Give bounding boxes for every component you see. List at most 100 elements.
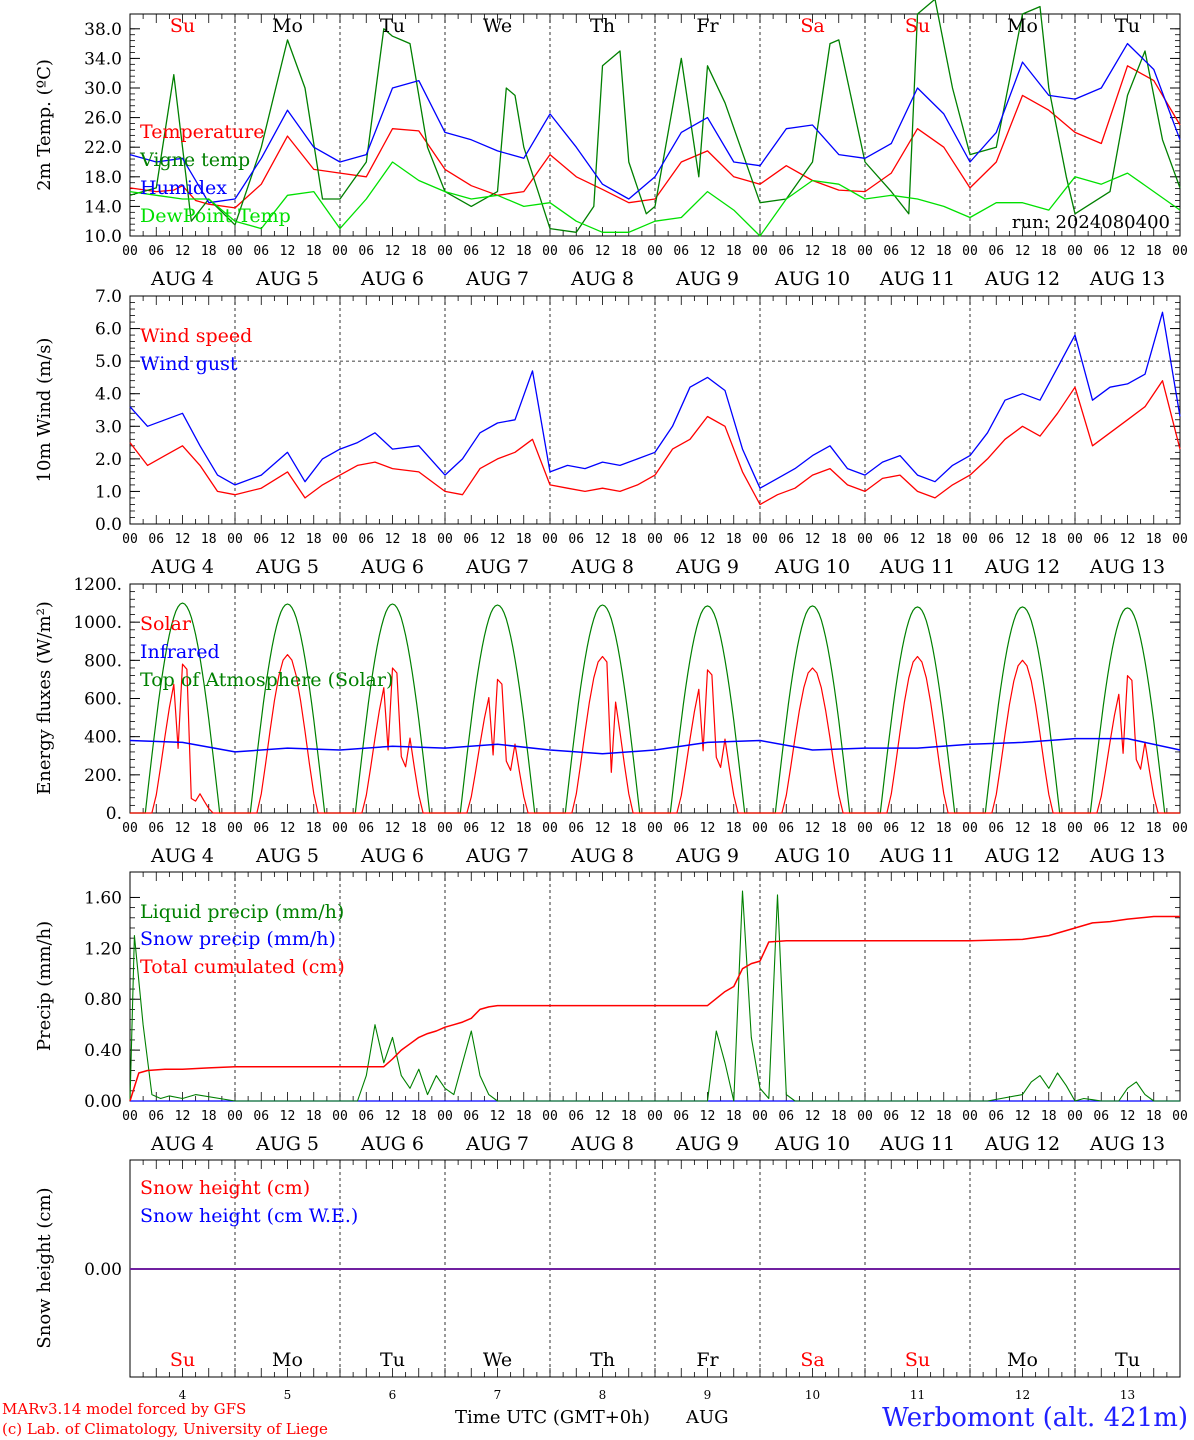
run-annotation: run: 2024080400 (1012, 212, 1170, 233)
date-label: AUG 5 (255, 556, 319, 578)
legend-entry: Temperature (140, 121, 264, 143)
hour-tick-label: 00 (647, 1109, 663, 1124)
hour-tick-label: 00 (752, 1109, 768, 1124)
model-credit: MARv3.14 model forced by GFS (2, 1400, 246, 1418)
hour-tick-label: 12 (175, 821, 191, 836)
date-label: AUG 11 (879, 845, 955, 867)
date-label: AUG 9 (675, 556, 739, 578)
snow-panel: 0.00 Snow height (cm) Snow height (cm) Snow… (34, 1159, 1181, 1402)
hour-tick-label: 18 (726, 244, 742, 259)
weekday-label: Tu (380, 1349, 405, 1371)
hour-tick-label: 06 (988, 244, 1004, 259)
day-number-label: 12 (1015, 1388, 1030, 1402)
hour-tick-label: 00 (647, 532, 663, 547)
hour-tick-label: 18 (201, 244, 217, 259)
day-number-label: 11 (910, 1388, 925, 1402)
legend-entry: Wind gust (140, 353, 238, 375)
y-tick-label: 26.0 (84, 109, 122, 129)
hour-tick-label: 06 (778, 244, 794, 259)
y-tick-label: 1000. (73, 613, 122, 633)
hour-tick-label: 18 (936, 244, 952, 259)
hour-tick-label: 00 (857, 244, 873, 259)
weekday-label: Sa (800, 15, 824, 37)
y-tick-label: 4.0 (95, 385, 122, 405)
hour-tick-label: 00 (122, 244, 138, 259)
series-wind-speed (129, 380, 1181, 506)
hour-tick-label: 12 (175, 244, 191, 259)
date-label: AUG 8 (570, 556, 634, 578)
date-label: AUG 9 (675, 1133, 739, 1155)
hour-tick-label: 12 (385, 1109, 401, 1124)
date-label: AUG 9 (675, 268, 739, 290)
y-tick-label: 0.00 (84, 1260, 122, 1280)
date-label: AUG 7 (465, 268, 529, 290)
hour-tick-label: 18 (726, 821, 742, 836)
legend-entry: Snow height (cm W.E.) (140, 1205, 358, 1227)
date-label: AUG 7 (465, 845, 529, 867)
hour-tick-label: 18 (516, 244, 532, 259)
hour-tick-label: 00 (1172, 532, 1188, 547)
series-infrared (129, 737, 1181, 755)
date-label: AUG 6 (360, 1133, 424, 1155)
weekday-label: Mo (1007, 1349, 1038, 1371)
hour-tick-label: 06 (673, 1109, 689, 1124)
hour-tick-label: 12 (805, 532, 821, 547)
legend-entry: Vigne temp (139, 149, 250, 171)
date-label: AUG 10 (774, 845, 850, 867)
hour-tick-label: 00 (1067, 1109, 1083, 1124)
weekday-label: Tu (380, 15, 405, 37)
hour-tick-label: 12 (490, 1109, 506, 1124)
y-tick-label: 14.0 (84, 197, 122, 217)
month-label: AUG (685, 1407, 729, 1428)
weekday-label: Fr (696, 15, 719, 37)
hour-tick-label: 06 (778, 532, 794, 547)
hour-tick-label: 18 (726, 532, 742, 547)
x-axis-label: Time UTC (GMT+0h) (455, 1407, 650, 1428)
legend-entry: Wind speed (140, 325, 252, 347)
hour-tick-label: 06 (988, 821, 1004, 836)
energy-panel: 00 06 12 18 AUG 4 00 06 12 18 AUG 5 00 06 12 18 AUG 6 0… (34, 575, 1188, 867)
date-label: AUG 4 (150, 268, 214, 290)
hour-tick-label: 06 (568, 244, 584, 259)
hour-tick-label: 18 (411, 244, 427, 259)
date-label: AUG 4 (150, 845, 214, 867)
y-tick-label: 800. (84, 651, 122, 671)
hour-tick-label: 00 (437, 244, 453, 259)
weekday-label: We (483, 1349, 512, 1371)
hour-tick-label: 00 (857, 821, 873, 836)
hour-tick-label: 06 (883, 821, 899, 836)
hour-tick-label: 18 (726, 1109, 742, 1124)
legend-entry: Total cumulated (cm) (140, 956, 345, 978)
hour-tick-label: 06 (1093, 244, 1109, 259)
hour-tick-label: 18 (201, 1109, 217, 1124)
hour-tick-label: 18 (936, 1109, 952, 1124)
y-tick-label: 38.0 (84, 20, 122, 40)
date-label: AUG 10 (774, 1133, 850, 1155)
date-label: AUG 8 (570, 1133, 634, 1155)
legend-entry: Infrared (140, 641, 220, 663)
hour-tick-label: 18 (411, 532, 427, 547)
hour-tick-label: 18 (1041, 821, 1057, 836)
day-number-label: 13 (1120, 1388, 1135, 1402)
y-tick-label: 2.0 (95, 450, 122, 470)
hour-tick-label: 00 (962, 244, 978, 259)
legend-entry: Liquid precip (mm/h) (140, 901, 344, 923)
wind-panel: 00 06 12 18 AUG 4 00 06 12 18 AUG 5 00 06 12 18 AUG 6 0… (34, 287, 1188, 578)
hour-tick-label: 00 (122, 1109, 138, 1124)
hour-tick-label: 18 (516, 532, 532, 547)
hour-tick-label: 18 (831, 1109, 847, 1124)
footer: MARv3.14 model forced by GFS (c) Lab. of… (2, 1400, 1188, 1438)
hour-tick-label: 12 (280, 244, 296, 259)
hour-tick-label: 12 (700, 821, 716, 836)
hour-tick-label: 06 (988, 1109, 1004, 1124)
hour-tick-label: 06 (148, 532, 164, 547)
hour-tick-label: 18 (516, 821, 532, 836)
hour-tick-label: 06 (778, 821, 794, 836)
hour-tick-label: 06 (988, 532, 1004, 547)
hour-tick-label: 18 (306, 1109, 322, 1124)
hour-tick-label: 12 (175, 532, 191, 547)
y-tick-label: 400. (84, 728, 122, 748)
copyright-credit: (c) Lab. of Climatology, University of L… (2, 1420, 328, 1438)
hour-tick-label: 06 (778, 1109, 794, 1124)
